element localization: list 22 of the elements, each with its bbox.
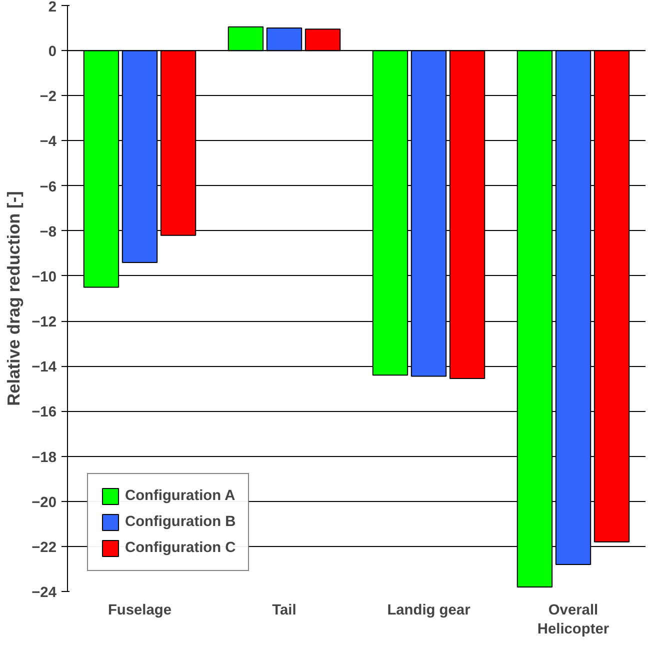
y-axis-title: Relative drag reduction [-]: [4, 191, 24, 406]
y-tick-label: −24: [32, 585, 58, 601]
legend-label: Configuration B: [125, 514, 236, 530]
y-tick-label: 2: [48, 0, 57, 16]
y-tick-label: −18: [32, 450, 57, 466]
y-tick-label: −2: [40, 89, 57, 106]
y-tick-label: −4: [40, 134, 58, 150]
x-tick-label: Tail: [272, 602, 296, 618]
y-tick-label: −14: [32, 360, 58, 376]
legend-label: Configuration C: [125, 540, 236, 556]
x-tick-label: Fuselage: [108, 602, 172, 618]
x-tick-label: Landig gear: [387, 602, 471, 618]
y-tick-label: 0: [48, 44, 57, 60]
x-tick-label: Overall Helicopter: [537, 602, 610, 638]
y-tick-label: −8: [40, 224, 57, 240]
y-tick-label: −16: [32, 404, 57, 421]
legend-label: Configuration A: [125, 488, 236, 504]
y-tick-label: −22: [32, 540, 57, 556]
y-tick-label: −12: [32, 314, 57, 331]
y-tick-label: −6: [40, 179, 57, 196]
y-tick-label: −20: [32, 494, 57, 511]
y-tick-label: −10: [32, 269, 57, 286]
